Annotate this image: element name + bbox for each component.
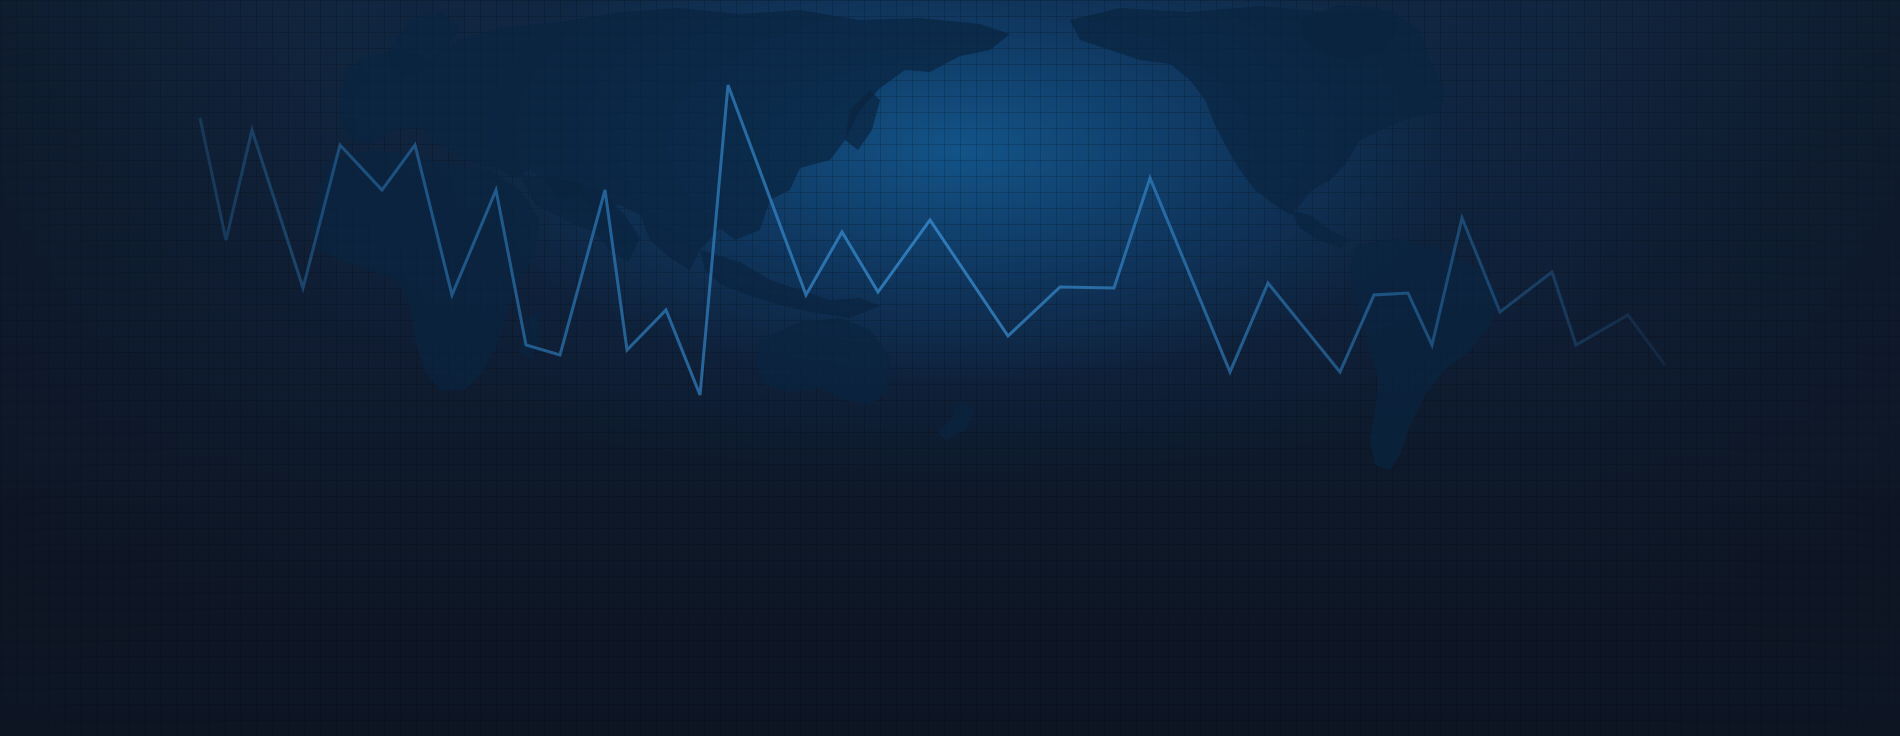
edge-vignette	[0, 0, 1900, 736]
hero-background	[0, 0, 1900, 736]
